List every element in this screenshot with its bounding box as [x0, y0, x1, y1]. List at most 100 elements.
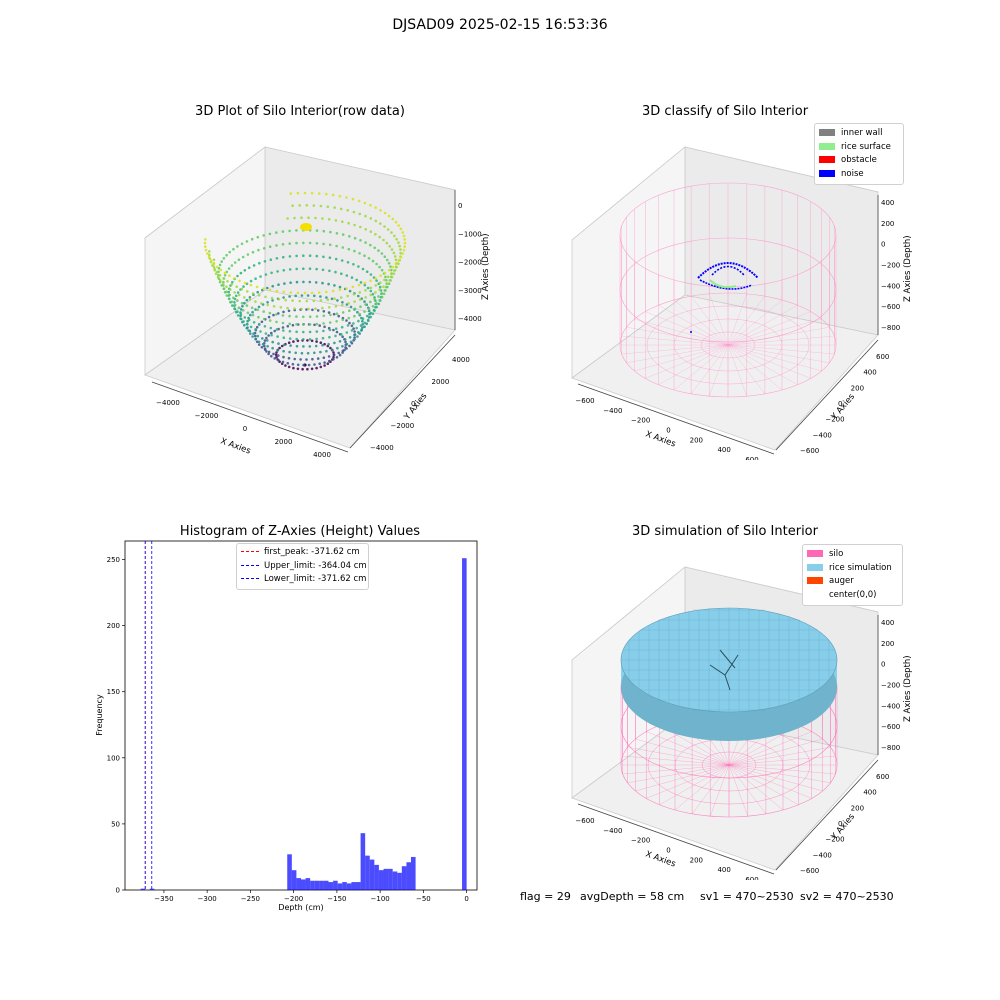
raw-point	[270, 333, 273, 337]
classify-legend-swatch	[819, 142, 835, 150]
raw-point	[296, 367, 300, 371]
raw-point	[365, 270, 369, 273]
raw-point	[227, 290, 230, 294]
raw-point	[314, 216, 317, 220]
raw-point	[328, 269, 331, 273]
sim-y-tick-label: −200	[825, 836, 844, 844]
raw-point	[227, 267, 231, 270]
raw-point	[218, 274, 222, 277]
raw-point-bowl	[203, 191, 407, 371]
histogram-bars	[140, 558, 467, 890]
raw-point	[338, 285, 342, 289]
raw-point	[312, 299, 316, 303]
raw-point	[371, 312, 375, 316]
raw-point	[284, 364, 287, 367]
raw-point	[334, 270, 337, 274]
raw-point	[276, 270, 279, 273]
raw-point	[254, 328, 257, 331]
raw-point	[266, 345, 269, 348]
classify-y-tick-label: 400	[863, 369, 876, 377]
raw-point	[286, 217, 289, 220]
raw-point	[255, 285, 259, 289]
raw-point	[329, 230, 332, 234]
raw-point	[257, 340, 261, 344]
silo-floor-ring	[700, 331, 756, 359]
raw-point	[323, 364, 326, 367]
raw-point	[289, 291, 293, 294]
raw-point	[347, 316, 351, 320]
raw-point	[295, 323, 298, 326]
histogram-y-tick-label: 150	[107, 688, 120, 696]
raw-point	[378, 288, 381, 291]
noise-arc-outer	[697, 262, 759, 279]
classify-z-tick-label: 400	[881, 199, 894, 207]
raw-point	[361, 267, 365, 271]
raw-point	[278, 346, 281, 350]
raw-point	[226, 280, 229, 283]
raw-point	[233, 301, 236, 304]
raw-point	[296, 363, 300, 367]
raw-point	[340, 272, 343, 275]
classify-z-tick-label: 0	[881, 241, 885, 249]
histogram-bar	[351, 882, 356, 890]
silo-floor-ring	[701, 751, 757, 779]
raw-point	[261, 337, 264, 340]
raw-point	[230, 282, 234, 286]
raw-point	[275, 351, 278, 354]
raw-point	[255, 340, 259, 344]
raw-point	[305, 308, 308, 311]
raw-point-cluster	[300, 223, 312, 231]
raw-point	[359, 281, 363, 284]
raw-point	[240, 287, 244, 291]
raw-point	[335, 356, 339, 359]
raw-point	[346, 324, 350, 327]
raw-point	[236, 274, 239, 278]
raw-point	[319, 204, 323, 208]
raw-point	[308, 280, 312, 284]
raw-point	[266, 301, 269, 304]
raw-point	[242, 320, 245, 323]
raw-point	[292, 366, 295, 370]
raw-point	[286, 306, 289, 310]
raw-point	[256, 334, 259, 338]
raw-point	[322, 229, 326, 233]
histogram-legend-label: first_peak: -371.62 cm	[264, 547, 360, 557]
raw-point	[387, 262, 391, 265]
raw-x-tick-label: 4000	[313, 451, 331, 459]
raw-point	[236, 291, 240, 294]
sim-y-tick-label: −600	[800, 867, 819, 875]
raw-point	[249, 283, 253, 287]
classify-x-tick-label: 200	[690, 436, 703, 444]
raw-point	[268, 311, 272, 315]
raw-point	[308, 241, 312, 245]
histogram-bar	[323, 880, 329, 890]
raw-point	[295, 267, 298, 271]
raw-point	[351, 285, 355, 289]
raw-point	[241, 304, 244, 308]
raw-point	[270, 296, 274, 300]
classify-z-tick-label: −200	[881, 262, 900, 270]
raw-point	[243, 281, 247, 285]
raw-point	[249, 279, 253, 283]
raw-point	[325, 296, 328, 299]
sim-y-axis-line	[775, 759, 879, 871]
sim-legend-swatch	[807, 550, 823, 557]
raw-point	[359, 239, 362, 242]
raw-point	[302, 345, 305, 348]
raw-point	[303, 291, 307, 295]
raw-point	[264, 295, 267, 299]
raw-point	[341, 311, 345, 314]
raw-point	[399, 255, 403, 259]
raw-point	[335, 330, 339, 334]
histogram-x-tick-label: −100	[371, 895, 390, 903]
raw-point	[255, 325, 259, 329]
raw-point	[380, 295, 384, 299]
raw-point	[332, 353, 336, 357]
histogram-legend-line	[241, 551, 259, 552]
raw-point	[281, 314, 285, 317]
raw-point	[315, 229, 319, 232]
raw-point	[373, 297, 376, 301]
raw-point	[243, 316, 247, 319]
raw-point	[254, 300, 257, 303]
